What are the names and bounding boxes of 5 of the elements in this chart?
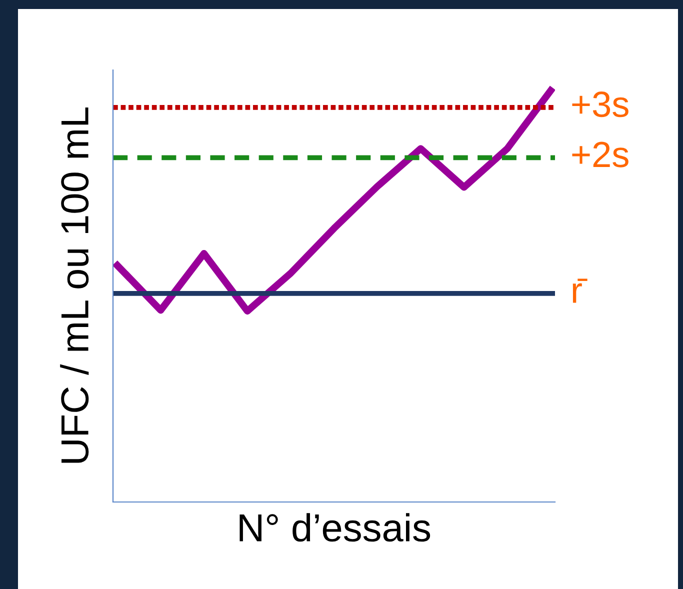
y-axis-title: UFC / mL ou 100 mL bbox=[60, 108, 89, 463]
ref-line-label: r̄ bbox=[572, 278, 588, 303]
x-axis-title: N° d’essais bbox=[240, 513, 430, 542]
ref-line-label: +3s bbox=[572, 92, 628, 118]
ref-line-label: +2s bbox=[572, 142, 628, 168]
